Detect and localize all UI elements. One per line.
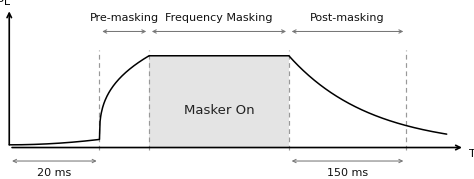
Bar (149, 56, 289, 147)
Text: Frequency Masking: Frequency Masking (165, 13, 273, 23)
Text: Masker On: Masker On (183, 104, 254, 117)
Text: 150 ms: 150 ms (327, 168, 368, 178)
Text: Time: Time (469, 149, 474, 159)
Text: Post-masking: Post-masking (310, 13, 385, 23)
Text: Pre-masking: Pre-masking (90, 13, 159, 23)
Text: SPL: SPL (0, 0, 10, 7)
Text: 20 ms: 20 ms (37, 168, 72, 178)
